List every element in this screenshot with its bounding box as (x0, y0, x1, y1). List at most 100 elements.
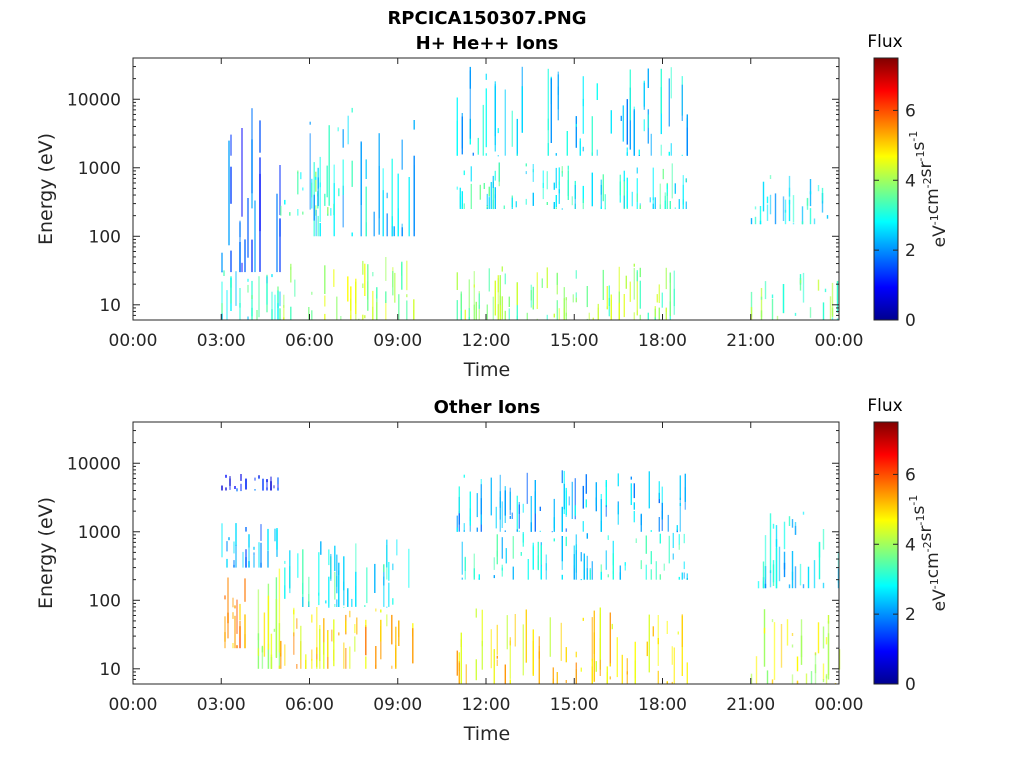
spectrogram-streak (293, 607, 295, 637)
spectrogram-streak (258, 542, 260, 568)
spectrogram-streak (629, 69, 631, 121)
spectrogram-streak (280, 640, 282, 657)
spectrogram-streak (556, 672, 558, 684)
spectrogram-streak (297, 209, 299, 216)
spectrogram-streak (565, 297, 567, 301)
spectrogram-streak (251, 108, 253, 194)
spectrogram-streak (639, 280, 641, 309)
spectrogram-streak (493, 557, 495, 570)
spectrogram-streak (300, 625, 302, 660)
spectrogram-streak (565, 312, 567, 320)
spectrogram-streak (234, 615, 236, 649)
spectrogram-streak (807, 566, 810, 589)
spectrogram-streak (499, 275, 501, 306)
spectrogram-streak (497, 128, 499, 134)
spectrogram-streak (324, 193, 326, 206)
spectrogram-streak (233, 541, 235, 554)
spectrogram-streak (496, 659, 498, 666)
spectrogram-streak (792, 223, 795, 225)
y-axis-label: Energy (eV) (35, 133, 57, 245)
x-tick-label: 00:00 (109, 695, 158, 715)
spectrogram-streak (681, 614, 683, 647)
spectrogram-streak (473, 553, 475, 578)
spectrogram-streak (324, 265, 326, 294)
spectrogram-streak (333, 630, 335, 643)
spectrogram-streak (652, 197, 654, 209)
spectrogram-streak (606, 666, 608, 684)
spectrogram-streak (476, 527, 478, 532)
spectrogram-streak (555, 167, 557, 189)
spectrogram-streak (825, 673, 828, 684)
spectrogram-streak (526, 472, 528, 504)
spectrogram-streak (241, 128, 243, 217)
spectrogram-streak (385, 300, 387, 320)
spectrogram-streak (582, 76, 584, 134)
spectrogram-streak (230, 250, 232, 273)
spectrogram-streak (318, 552, 320, 606)
spectrogram-streak (825, 675, 828, 679)
spectrogram-streak (527, 559, 529, 580)
spectrogram-streak (354, 636, 356, 652)
spectrogram-streak (308, 576, 310, 607)
spectrogram-streak (668, 535, 670, 564)
spectrogram-streak (490, 182, 492, 209)
spectrogram-streak (623, 170, 625, 182)
spectrogram-streak (565, 487, 567, 515)
spectrogram-streak (685, 201, 687, 209)
spectrogram-streak (575, 292, 577, 298)
spectrogram-streak (496, 624, 498, 655)
spectrogram-streak (617, 473, 619, 487)
spectrogram-streak (568, 496, 570, 506)
spectrogram-streak (221, 313, 223, 320)
spectrogram-streak (665, 267, 667, 290)
spectrogram-streak (778, 546, 781, 582)
spectrogram-streak (236, 599, 238, 634)
spectrogram-streak (792, 195, 795, 223)
spectrogram-streak (754, 206, 757, 210)
spectrogram-streak (413, 155, 415, 237)
spectrogram-streak (595, 482, 597, 506)
spectrogram-streak (460, 310, 462, 320)
spectrogram-streak (821, 200, 824, 213)
spectrogram-streak (276, 528, 278, 550)
spectrogram-streak (575, 123, 577, 127)
spectrogram-streak (511, 512, 513, 519)
spectrogram-streak (549, 617, 551, 657)
spectrogram-streak (661, 292, 663, 308)
spectrogram-streak (495, 506, 497, 529)
spectrogram-streak (593, 632, 595, 682)
spectrogram-streak (362, 314, 364, 320)
spectrogram-streak (504, 530, 506, 532)
spectrogram-streak (279, 308, 281, 320)
spectrogram-streak (771, 619, 774, 623)
x-tick-label: 09:00 (373, 331, 422, 351)
spectrogram-streak (616, 637, 618, 678)
spectrogram-streak (772, 560, 775, 583)
spectrogram-streak (388, 582, 390, 607)
spectrogram-streak (565, 299, 567, 317)
spectrogram-streak (338, 632, 340, 636)
spectrogram-streak (586, 555, 588, 580)
spectrogram-streak (612, 553, 614, 580)
spectrogram-streak (334, 545, 336, 572)
spectrogram (221, 66, 839, 321)
spectrogram-streak (365, 186, 367, 237)
spectrogram-streak (607, 574, 609, 578)
spectrogram-streak (764, 583, 767, 589)
spectrogram-streak (221, 523, 223, 558)
spectrogram-streak (817, 279, 820, 291)
spectrogram-streak (223, 270, 225, 276)
spectrogram-streak (463, 474, 465, 478)
spectrogram-streak (241, 262, 243, 273)
spectrogram-streak (386, 614, 388, 627)
spectrogram-streak (260, 542, 262, 568)
spectrogram-streak (512, 536, 514, 559)
spectrogram-streak (600, 499, 602, 532)
spectrogram-streak (612, 540, 614, 566)
spectrogram-streak (647, 114, 649, 128)
spectrogram-streak (463, 203, 465, 209)
spectrogram-streak (809, 208, 812, 225)
spectrogram-streak (794, 312, 797, 316)
spectrogram-streak (639, 314, 641, 320)
spectrogram-streak (516, 529, 518, 532)
